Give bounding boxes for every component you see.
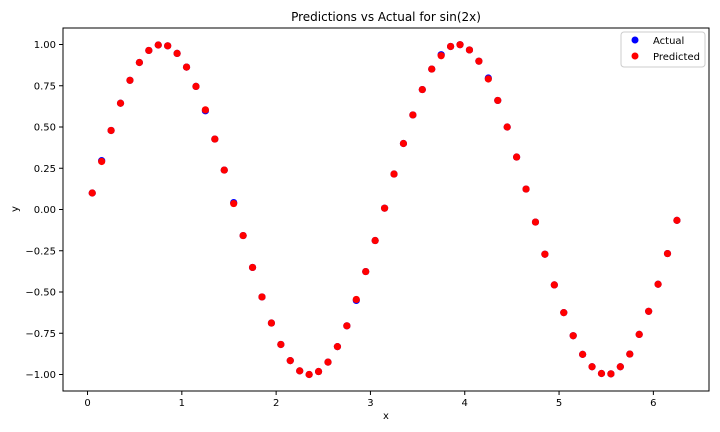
legend-label-actual: Actual [653, 36, 684, 47]
series-predicted [88, 41, 681, 379]
data-points [88, 41, 681, 379]
legend: Actual Predicted [620, 31, 706, 68]
y-tick-label: −1.00 [25, 370, 56, 381]
point-predicted [418, 85, 426, 94]
point-predicted [673, 216, 681, 224]
x-tick-label: 6 [650, 398, 656, 409]
point-predicted [324, 358, 332, 366]
point-predicted [98, 157, 106, 166]
point-predicted [277, 340, 285, 349]
point-predicted [607, 370, 615, 378]
plot-frame [62, 27, 710, 392]
x-tick-label: 4 [462, 398, 468, 409]
point-predicted [654, 280, 662, 288]
point-predicted [541, 250, 549, 258]
y-axis-label: y [10, 206, 21, 212]
point-predicted [597, 369, 606, 378]
point-predicted [230, 199, 238, 208]
point-predicted [371, 236, 379, 245]
y-tick-label: 0.25 [34, 164, 56, 175]
point-predicted [475, 57, 483, 65]
x-tick-label: 3 [367, 398, 373, 409]
point-predicted [503, 123, 511, 131]
point-predicted [211, 135, 219, 143]
y-tick-label: 0.00 [34, 205, 56, 216]
point-predicted [173, 49, 181, 58]
point-predicted [126, 76, 134, 84]
x-tick-label: 0 [84, 398, 90, 409]
x-axis-label: x [383, 411, 389, 422]
point-predicted [428, 65, 436, 73]
point-predicted [248, 263, 257, 272]
y-tick-label: −0.25 [25, 246, 56, 257]
point-predicted [380, 204, 389, 212]
point-predicted [314, 367, 323, 376]
point-predicted [663, 249, 672, 258]
point-predicted [88, 189, 96, 197]
y-tick-label: −0.50 [25, 288, 56, 299]
point-predicted [286, 357, 294, 365]
point-predicted [494, 96, 502, 105]
point-predicted [616, 363, 624, 371]
point-predicted [145, 46, 153, 55]
point-predicted [220, 166, 228, 174]
legend-box [620, 31, 706, 68]
y-tick-label: 0.50 [34, 123, 56, 134]
point-predicted [588, 363, 596, 371]
point-predicted [522, 185, 530, 193]
point-predicted [626, 350, 634, 358]
point-predicted [531, 218, 540, 226]
point-predicted [437, 52, 445, 60]
point-predicted [484, 75, 492, 83]
legend-label-predicted: Predicted [653, 52, 700, 63]
y-tick-label: 0.75 [34, 81, 56, 92]
legend-marker-predicted [631, 52, 639, 60]
y-tick-label: −0.75 [25, 329, 56, 340]
point-predicted [305, 370, 313, 379]
point-predicted [107, 126, 115, 135]
x-tick-label: 5 [556, 398, 562, 409]
point-predicted [560, 309, 568, 317]
y-axis: −1.00 −0.75 −0.50 −0.25 0.00 0.25 0.50 0.75 1.00 [25, 40, 63, 381]
point-predicted [201, 106, 210, 114]
point-predicted [333, 343, 342, 351]
point-predicted [399, 139, 408, 148]
point-predicted [164, 42, 172, 50]
point-predicted [239, 231, 247, 240]
point-predicted [362, 267, 370, 276]
point-predicted [635, 330, 643, 339]
y-tick-label: 1.00 [34, 40, 56, 51]
point-predicted [456, 41, 464, 49]
point-predicted [645, 307, 653, 315]
point-predicted [267, 319, 276, 327]
point-predicted [550, 281, 558, 289]
point-predicted [296, 367, 304, 375]
point-predicted [513, 153, 521, 161]
x-tick-label: 1 [179, 398, 185, 409]
chart-title: Predictions vs Actual for sin(2x) [291, 10, 481, 24]
x-tick-label: 2 [273, 398, 279, 409]
point-predicted [352, 295, 360, 304]
point-predicted [465, 46, 474, 54]
point-predicted [579, 350, 587, 358]
point-predicted [135, 58, 143, 67]
legend-marker-actual [631, 36, 639, 44]
point-predicted [116, 99, 125, 107]
point-predicted [258, 293, 266, 301]
point-predicted [182, 63, 191, 71]
point-predicted [447, 42, 455, 51]
x-axis: 0 1 2 3 4 5 6 [84, 391, 657, 409]
point-predicted [390, 170, 398, 178]
point-predicted [343, 322, 351, 330]
point-predicted [569, 332, 577, 340]
point-predicted [192, 82, 200, 91]
point-predicted [154, 41, 162, 49]
point-predicted [409, 111, 417, 119]
